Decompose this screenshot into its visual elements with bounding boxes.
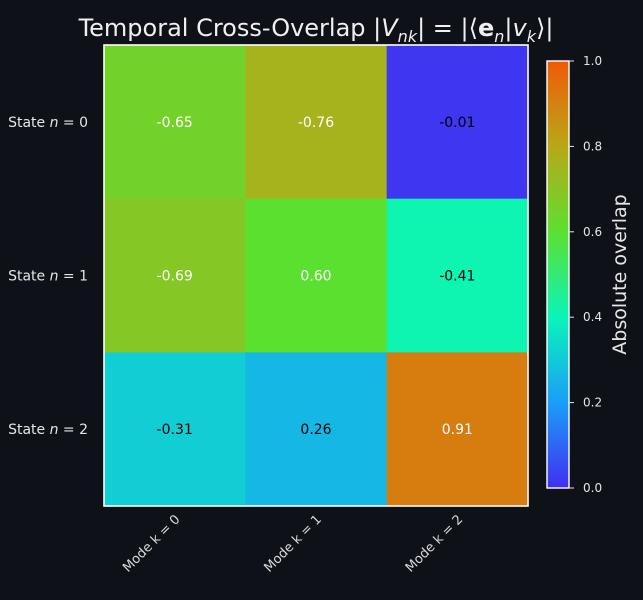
title-text: | = |⟨ [417,14,478,42]
colorbar-ticks: 0.0 0.2 0.4 0.6 0.8 1.0 [569,54,602,495]
row-label-text: = 2 [58,422,88,438]
title-text: ⟩| [536,14,553,42]
colorbar-tick-label: 0.2 [583,396,602,410]
cell-value-label: -0.01 [439,115,475,131]
colorbar-tick-label: 0.4 [583,310,602,324]
title-text: | [504,14,512,42]
colorbar-tick-label: 0.8 [583,139,602,153]
row-label-text: State [8,269,50,285]
cell-value-label: 0.26 [300,422,331,438]
colorbar-label: Absolute overlap [609,194,631,354]
row-label-text: State [8,422,50,438]
cell-value-label: -0.76 [298,115,334,131]
colorbar: 0.0 0.2 0.4 0.6 0.8 1.0 Absolute overlap [547,54,631,495]
cell-value-label: -0.65 [157,115,193,131]
row-label-symbol: n [50,115,59,131]
column-label: Mode k = 1 [262,512,325,575]
row-label: State n = 0 [8,115,88,131]
title-symbol: e [478,14,494,42]
cell-value-label: -0.69 [157,269,193,285]
cell-value-label: 0.91 [442,422,473,438]
cell-value-label: -0.31 [157,422,193,438]
row-label-text: = 1 [58,269,88,285]
chart-title: Temporal Cross-Overlap |Vnk| = |⟨en|vk⟩| [78,14,554,46]
column-labels: Mode k = 0 Mode k = 1 Mode k = 2 [120,512,466,575]
row-label-symbol: n [50,422,59,438]
title-subscript: nk [398,27,418,46]
row-label: State n = 1 [8,269,88,285]
colorbar-tick-label: 0.6 [583,225,602,239]
row-label-symbol: n [50,269,59,285]
title-symbol: v [513,14,528,42]
cell-value-label: 0.60 [300,269,331,285]
colorbar-tick-label: 0.0 [583,481,602,495]
cell-value-label: -0.41 [439,269,475,285]
row-label-text: State [8,115,50,131]
row-label: State n = 2 [8,422,88,438]
title-text: Temporal Cross-Overlap | [78,14,382,42]
row-label-text: = 0 [58,115,88,131]
colorbar-gradient [547,61,569,488]
title-subscript: n [494,27,504,46]
title-symbol: V [381,14,399,42]
column-label: Mode k = 0 [120,512,183,575]
column-label: Mode k = 2 [403,512,466,575]
colorbar-tick-label: 1.0 [583,54,602,68]
